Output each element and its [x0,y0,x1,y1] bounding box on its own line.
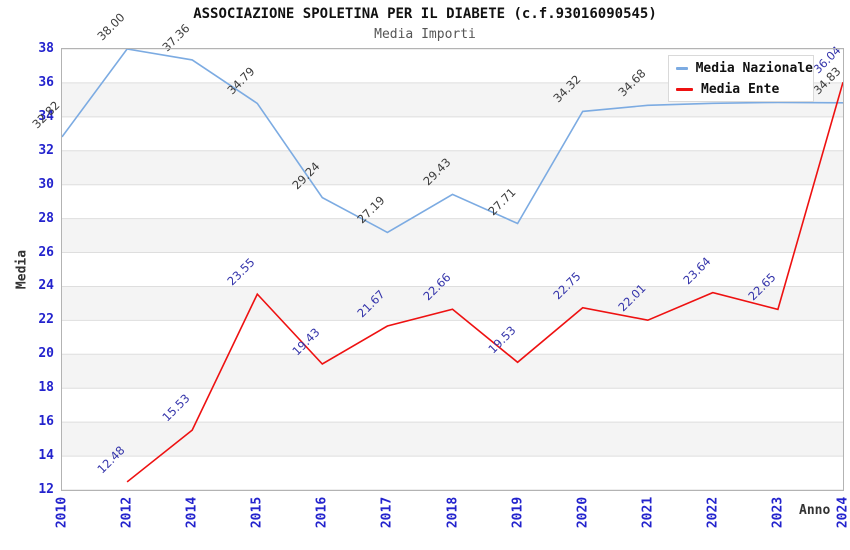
y-tick-label: 16 [38,414,54,430]
x-axis-title: Anno [799,503,831,518]
plot-area [61,48,844,491]
x-tick-label: 2014 [184,496,200,529]
y-tick-label: 22 [38,312,54,328]
series-line-media-ente [126,81,843,483]
chart-subtitle: Media Importi [374,27,476,42]
x-tick-label: 2018 [445,496,460,529]
x-tick-label: 2023 [770,496,786,529]
y-tick-label: 28 [38,210,54,226]
plot-band [62,422,843,457]
legend-label-media-ente: Media Ente [701,81,780,97]
legend-label-media-nazionale: Media Nazionale [695,60,813,76]
plot-canvas [62,49,843,490]
series-line-media-nazionale [62,49,843,234]
y-tick-label: 24 [38,278,54,294]
y-tick-label: 12 [38,482,54,497]
y-tick-label: 14 [38,448,54,464]
legend: Media Nazionale Media Ente [668,55,814,102]
x-tick-label: 2015 [249,496,265,529]
x-tick-label: 2022 [705,496,721,529]
x-tick-label: 2020 [575,496,591,529]
y-tick-label: 18 [38,380,54,396]
media-nazionale-line-swatch-icon [676,66,688,70]
y-tick-label: 34 [38,108,54,124]
x-tick-label: 2010 [54,496,70,529]
legend-item-media-nazionale: Media Nazionale [676,61,813,76]
plot-band [62,286,843,321]
x-tick-label: 2024 [835,496,850,529]
x-tick-label: 2021 [640,496,656,529]
point-label: 32.82 [29,97,63,132]
plot-band [62,150,843,185]
x-tick-label: 2012 [119,496,135,529]
plot-band [62,218,843,253]
y-tick-label: 20 [38,346,54,362]
legend-item-media-ente: Media Ente [676,82,813,97]
plot-band [62,354,843,389]
y-tick-label: 26 [38,244,54,260]
y-tick-label: 30 [38,176,54,192]
chart-title: ASSOCIAZIONE SPOLETINA PER IL DIABETE (c… [193,6,657,22]
y-tick-label: 36 [38,74,54,90]
x-tick-label: 2017 [379,496,395,529]
y-tick-label: 32 [38,142,54,158]
y-tick-label: 38 [38,41,54,56]
x-tick-label: 2019 [510,496,526,529]
media-ente-line-swatch-icon [676,87,693,91]
x-tick-label: 2016 [314,496,330,529]
